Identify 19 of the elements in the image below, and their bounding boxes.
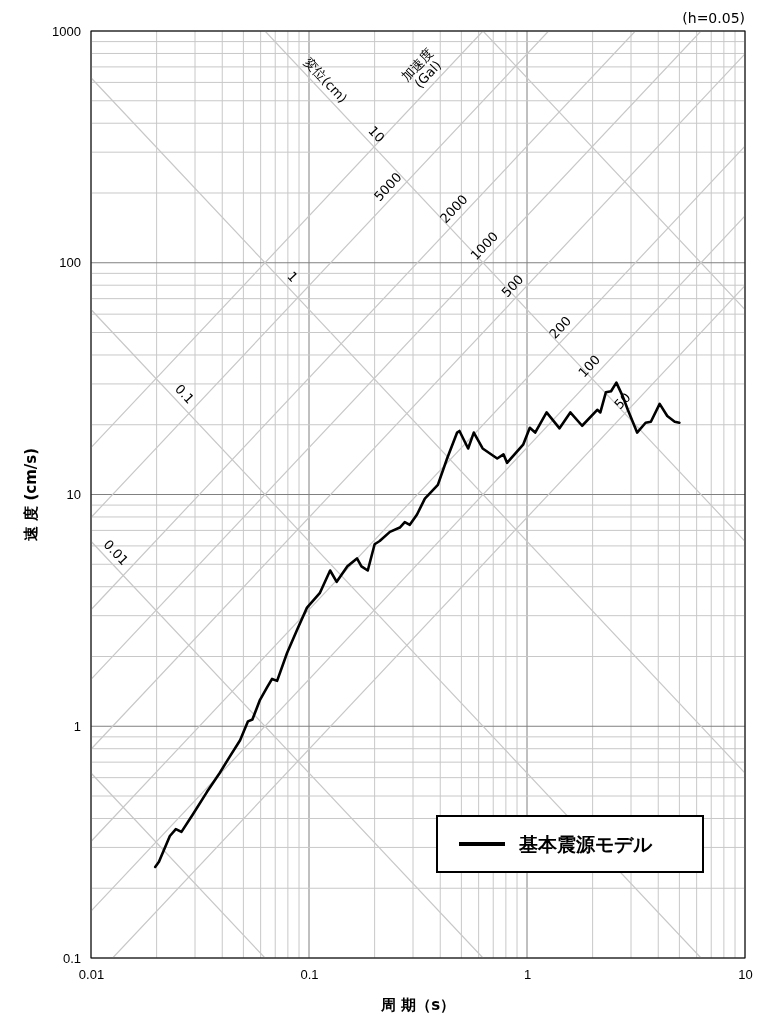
x-tick-label: 0.01 — [78, 967, 105, 983]
y-axis-title: 速 度 (cm/s) — [22, 447, 40, 542]
annotation: 100 — [575, 352, 604, 381]
x-tick-label: 0.1 — [300, 967, 319, 983]
y-tick-label: 1000 — [52, 23, 81, 39]
annotation: 500 — [498, 271, 527, 301]
legend-label: 基本震源モデル — [518, 833, 653, 855]
x-tick-label: 10 — [738, 967, 753, 983]
text: (h=0.05) — [682, 10, 745, 26]
annotation: 1 — [284, 268, 301, 285]
x-axis-title: 周 期（s） — [379, 996, 456, 1014]
y-tick-label: 1 — [73, 718, 81, 734]
y-tick-label: 10 — [66, 487, 81, 503]
y-tick-label: 0.1 — [62, 950, 81, 966]
annotation: 10 — [365, 123, 388, 146]
annotation: 0.1 — [172, 381, 198, 407]
x-tick-label: 1 — [523, 967, 532, 983]
y-tick-label: 100 — [59, 255, 81, 271]
annotation: 200 — [546, 313, 575, 342]
